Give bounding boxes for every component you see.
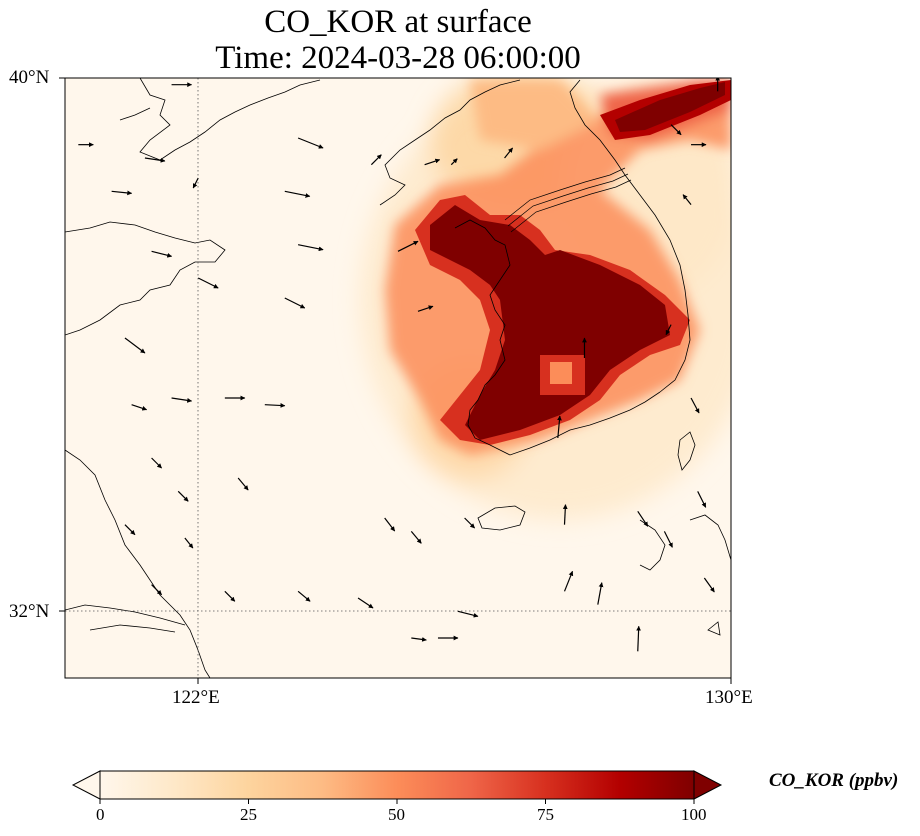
wind-arrow: [370, 154, 382, 166]
wind-arrow: [171, 397, 193, 403]
wind-arrow: [144, 157, 166, 163]
wind-arrow: [682, 194, 692, 206]
wind-arrow: [357, 597, 374, 609]
wind-arrow: [663, 531, 673, 548]
colorbar: [71, 770, 723, 804]
colorbar-extend-high: [693, 770, 723, 800]
y-tick-40: 40°N: [9, 67, 50, 88]
wind-arrow: [384, 517, 396, 532]
colorbar-tick-100: 100: [681, 805, 707, 824]
colorbar-label: CO_KOR (ppbv): [769, 770, 899, 791]
wind-arrow: [563, 570, 574, 592]
y-tick-32: 32°N: [9, 601, 50, 622]
axis-ticks: [59, 77, 732, 684]
wind-arrow: [450, 158, 458, 166]
wind-arrow: [464, 517, 476, 529]
wind-arrow: [264, 403, 286, 408]
wind-arrow: [665, 324, 672, 336]
wind-arrow: [284, 297, 306, 309]
wind-arrow: [131, 404, 148, 411]
wind-arrow: [636, 625, 641, 652]
wind-arrow: [177, 490, 189, 502]
colorbar-tick-0: 0: [96, 805, 105, 824]
colorbar-extend-low: [71, 770, 101, 800]
concentration-field: [65, 78, 731, 678]
wind-arrow: [297, 244, 324, 252]
wind-arrow: [297, 590, 311, 602]
wind-arrow: [124, 337, 146, 354]
wind-arrow: [111, 190, 133, 196]
x-tick-122: 122°E: [172, 687, 220, 708]
map-title-line1: CO_KOR at surface: [264, 4, 532, 40]
colorbar-tick-75: 75: [537, 805, 554, 824]
wind-vectors: [78, 78, 721, 652]
colorbar-gradient: [100, 771, 694, 799]
wind-arrow: [197, 277, 219, 289]
colorbar-tick-25: 25: [240, 805, 257, 824]
wind-arrow: [417, 305, 434, 312]
wind-arrow: [637, 511, 649, 527]
wind-arrow: [411, 637, 427, 642]
wind-arrow: [457, 610, 479, 618]
wind-arrow: [184, 537, 194, 549]
wind-arrow: [562, 504, 568, 525]
map-border: [64, 77, 732, 679]
wind-arrow: [703, 577, 715, 593]
wind-arrow: [410, 530, 422, 544]
coastlines: [65, 78, 731, 678]
wind-arrow: [504, 147, 514, 159]
wind-arrow: [151, 584, 163, 596]
wind-arrow: [424, 158, 441, 166]
wind-arrow: [237, 477, 249, 491]
wind-arrow: [697, 491, 707, 508]
wind-arrow: [690, 397, 700, 414]
map-title-line2: Time: 2024-03-28 06:00:00: [215, 40, 581, 76]
wind-arrow: [397, 240, 419, 252]
wind-arrow: [192, 177, 199, 189]
wind-arrow: [597, 582, 604, 605]
wind-arrow: [151, 250, 173, 258]
wind-arrow: [297, 137, 324, 149]
colorbar-tick-50: 50: [388, 805, 405, 824]
wind-arrow: [284, 190, 311, 198]
wind-arrow: [557, 415, 562, 439]
wind-arrow: [124, 524, 136, 536]
wind-arrow: [151, 457, 163, 469]
wind-arrow: [224, 590, 236, 602]
wind-arrow: [670, 124, 682, 136]
x-tick-130: 130°E: [705, 687, 753, 708]
